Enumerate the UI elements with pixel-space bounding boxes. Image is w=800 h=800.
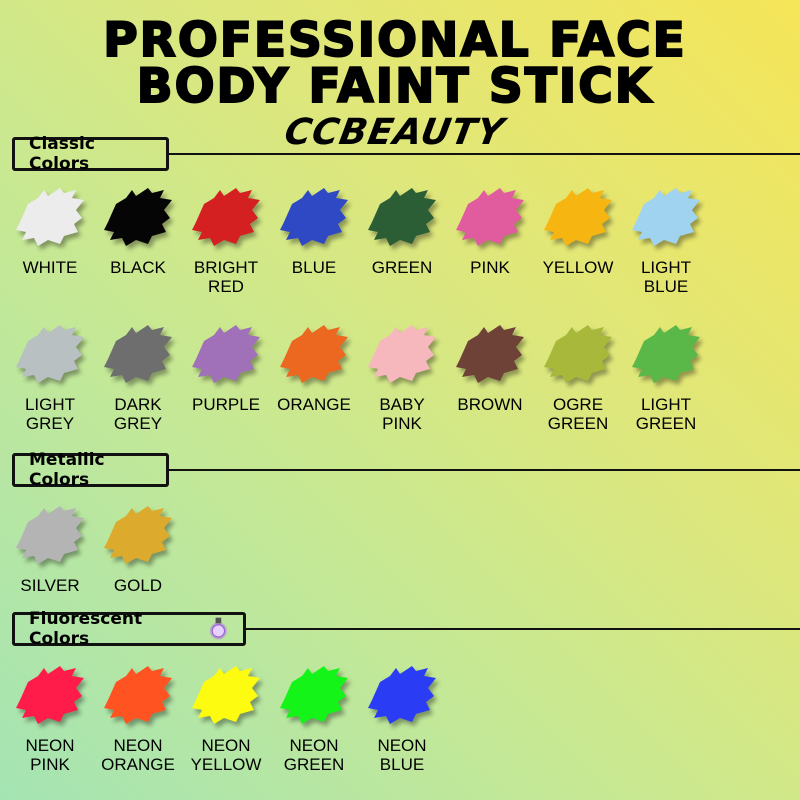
color-swatch: BLUE [270,184,358,277]
paint-stroke [368,188,436,246]
color-label: BABY PINK [379,395,425,433]
color-label: LIGHT GREY [24,395,76,433]
color-swatch: GREEN [358,184,446,277]
color-swatch: BRIGHT RED [182,184,270,296]
color-swatch: GOLD [94,502,182,595]
color-label: NEON GREEN [283,736,345,774]
color-swatch: NEON BLUE [358,662,446,774]
paint-stroke [192,666,260,724]
brand-logo: CCBEAUTY [281,112,508,153]
color-label: GREEN [371,258,433,277]
color-label: LIGHT GREEN [635,395,697,433]
section-label: Metallic Colors [29,450,105,490]
color-label: ORANGE [277,395,351,414]
color-swatch: YELLOW [534,184,622,277]
color-swatch: BLACK [94,184,182,277]
paint-stroke [280,325,348,383]
color-swatch: WHITE [6,184,94,277]
paint-stroke [456,325,524,383]
color-label: NEON PINK [25,736,75,774]
color-swatch: DARK GREY [94,321,182,433]
title-line-1: PROFESSIONAL FACE [102,13,687,68]
section-header-fluorescent: Fluorescent Colors [12,609,246,649]
color-swatch: NEON GREEN [270,662,358,774]
color-swatch: SILVER [6,502,94,595]
color-label: LIGHT BLUE [640,258,692,296]
color-swatch: PINK [446,184,534,277]
color-label: GOLD [113,576,163,595]
uv-bulb-icon [210,617,228,640]
paint-stroke [368,666,436,724]
color-label: PURPLE [191,395,261,414]
color-swatch: BROWN [446,321,534,414]
color-label: SILVER [20,576,80,595]
divider [168,469,800,471]
color-swatch: NEON YELLOW [182,662,270,774]
title-line-2: BODY FAINT STICK [136,59,654,114]
color-label: YELLOW [542,258,614,277]
paint-stroke [16,325,84,383]
paint-stroke [104,506,172,564]
color-label: BLUE [291,258,337,277]
section-header-classic: Classic Colors [12,134,169,174]
divider [245,628,800,630]
paint-stroke [192,188,260,246]
color-swatch: OGRE GREEN [534,321,622,433]
color-swatch: LIGHT GREY [6,321,94,433]
color-label: WHITE [22,258,78,277]
color-swatch: LIGHT GREEN [622,321,710,433]
color-swatch: ORANGE [270,321,358,414]
color-label: NEON BLUE [377,736,427,774]
paint-stroke [544,188,612,246]
color-swatch: PURPLE [182,321,270,414]
paint-stroke [16,506,84,564]
color-swatch: NEON ORANGE [94,662,182,774]
section-label: Fluorescent Colors [29,609,143,649]
color-label: BRIGHT RED [193,258,259,296]
color-swatch: LIGHT BLUE [622,184,710,296]
color-label: BLACK [110,258,166,277]
paint-stroke [104,666,172,724]
divider [168,153,800,155]
paint-stroke [16,666,84,724]
paint-stroke [632,325,700,383]
paint-stroke [104,188,172,246]
paint-stroke [456,188,524,246]
paint-stroke [632,188,700,246]
color-swatch: BABY PINK [358,321,446,433]
paint-stroke [280,666,348,724]
color-label: DARK GREY [113,395,163,433]
color-label: BROWN [457,395,523,414]
paint-stroke [104,325,172,383]
color-label: OGRE GREEN [547,395,609,433]
section-label: Classic Colors [29,134,95,174]
color-label: PINK [470,258,510,277]
paint-stroke [368,325,436,383]
paint-stroke [192,325,260,383]
color-label: NEON ORANGE [101,736,175,774]
paint-stroke [16,188,84,246]
color-label: NEON YELLOW [190,736,262,774]
paint-stroke [280,188,348,246]
section-header-metallic: Metallic Colors [12,450,169,490]
color-swatch: NEON PINK [6,662,94,774]
paint-stroke [544,325,612,383]
